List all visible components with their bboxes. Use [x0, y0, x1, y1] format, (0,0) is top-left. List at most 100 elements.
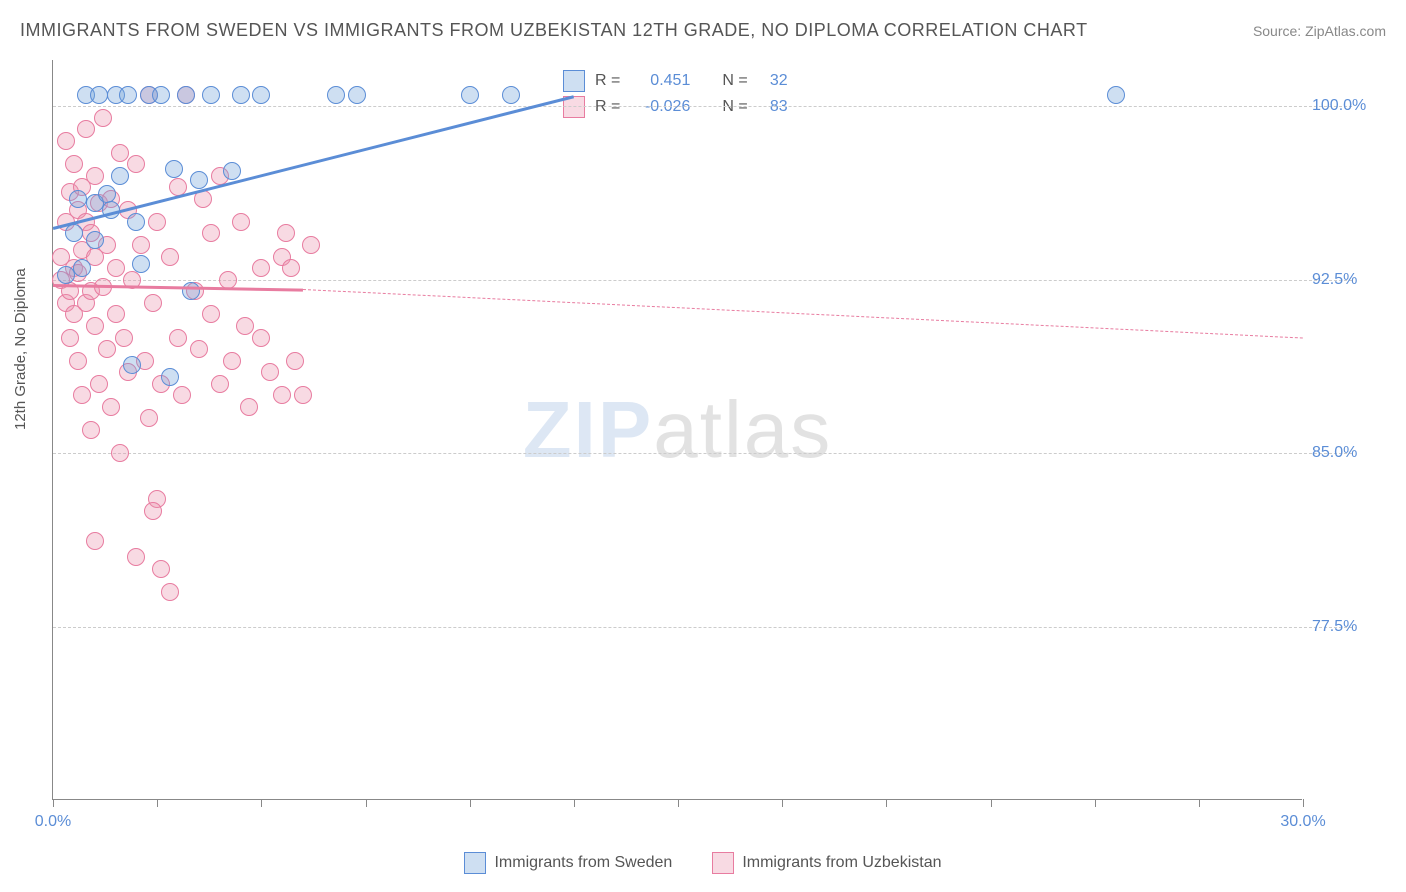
- scatter-point-sweden: [132, 255, 150, 273]
- legend-label-sweden: Immigrants from Sweden: [494, 854, 672, 872]
- scatter-point-uzbekistan: [94, 109, 112, 127]
- scatter-point-uzbekistan: [294, 386, 312, 404]
- scatter-point-uzbekistan: [132, 236, 150, 254]
- xtick: [1095, 799, 1096, 807]
- gridline-h: [53, 106, 1352, 107]
- y-axis-label: 12th Grade, No Diploma: [12, 268, 29, 430]
- scatter-point-sweden: [86, 231, 104, 249]
- scatter-point-uzbekistan: [86, 532, 104, 550]
- scatter-point-uzbekistan: [161, 248, 179, 266]
- scatter-point-sweden: [190, 171, 208, 189]
- scatter-point-sweden: [1107, 86, 1125, 104]
- scatter-point-sweden: [111, 167, 129, 185]
- scatter-point-uzbekistan: [144, 502, 162, 520]
- scatter-point-sweden: [98, 185, 116, 203]
- xtick: [261, 799, 262, 807]
- scatter-point-uzbekistan: [240, 398, 258, 416]
- scatter-point-uzbekistan: [90, 375, 108, 393]
- scatter-point-sweden: [252, 86, 270, 104]
- scatter-point-uzbekistan: [86, 167, 104, 185]
- xtick: [470, 799, 471, 807]
- scatter-point-uzbekistan: [202, 224, 220, 242]
- legend-row-sweden: R = 0.451 N = 32: [563, 68, 788, 94]
- scatter-point-uzbekistan: [236, 317, 254, 335]
- scatter-point-sweden: [152, 86, 170, 104]
- scatter-point-uzbekistan: [161, 583, 179, 601]
- legend-swatch-sweden: [563, 70, 585, 92]
- scatter-point-sweden: [327, 86, 345, 104]
- scatter-point-uzbekistan: [65, 155, 83, 173]
- scatter-point-uzbekistan: [102, 398, 120, 416]
- source-label: Source: ZipAtlas.com: [1253, 23, 1386, 39]
- watermark-zip: ZIP: [523, 385, 653, 474]
- scatter-point-uzbekistan: [107, 259, 125, 277]
- ytick-label: 92.5%: [1312, 271, 1392, 289]
- xtick: [574, 799, 575, 807]
- chart-plot-area: ZIPatlas R = 0.451 N = 32 R = -0.026 N =…: [52, 60, 1302, 800]
- scatter-point-sweden: [223, 162, 241, 180]
- scatter-point-uzbekistan: [111, 144, 129, 162]
- gridline-h: [53, 280, 1352, 281]
- scatter-point-sweden: [161, 368, 179, 386]
- xtick: [782, 799, 783, 807]
- scatter-point-uzbekistan: [223, 352, 241, 370]
- scatter-point-sweden: [57, 266, 75, 284]
- scatter-point-sweden: [127, 213, 145, 231]
- xtick-label: 0.0%: [35, 813, 71, 831]
- n-value-sweden: 32: [758, 72, 788, 90]
- trendline-uzbekistan-dash: [303, 289, 1303, 339]
- r-value-sweden: 0.451: [630, 72, 690, 90]
- title-bar: IMMIGRANTS FROM SWEDEN VS IMMIGRANTS FRO…: [20, 20, 1386, 41]
- scatter-point-sweden: [348, 86, 366, 104]
- scatter-point-sweden: [202, 86, 220, 104]
- scatter-point-uzbekistan: [261, 363, 279, 381]
- chart-title: IMMIGRANTS FROM SWEDEN VS IMMIGRANTS FRO…: [20, 20, 1088, 41]
- scatter-point-uzbekistan: [277, 224, 295, 242]
- r-label: R =: [595, 72, 620, 90]
- legend-swatch-sweden-bottom: [464, 852, 486, 874]
- scatter-point-uzbekistan: [282, 259, 300, 277]
- scatter-point-uzbekistan: [252, 329, 270, 347]
- xtick: [53, 799, 54, 807]
- scatter-point-uzbekistan: [286, 352, 304, 370]
- scatter-point-sweden: [177, 86, 195, 104]
- scatter-point-uzbekistan: [152, 560, 170, 578]
- scatter-point-uzbekistan: [98, 340, 116, 358]
- scatter-point-uzbekistan: [86, 317, 104, 335]
- xtick-label: 30.0%: [1280, 813, 1325, 831]
- scatter-point-sweden: [502, 86, 520, 104]
- gridline-h: [53, 627, 1352, 628]
- scatter-point-sweden: [182, 282, 200, 300]
- scatter-point-uzbekistan: [219, 271, 237, 289]
- scatter-point-uzbekistan: [232, 213, 250, 231]
- scatter-point-sweden: [461, 86, 479, 104]
- watermark-atlas: atlas: [653, 385, 832, 474]
- xtick: [991, 799, 992, 807]
- legend-swatch-uzbekistan-bottom: [712, 852, 734, 874]
- scatter-point-uzbekistan: [69, 352, 87, 370]
- legend-label-uzbekistan: Immigrants from Uzbekistan: [742, 854, 941, 872]
- scatter-point-uzbekistan: [111, 444, 129, 462]
- n-label: N =: [722, 72, 747, 90]
- scatter-point-uzbekistan: [144, 294, 162, 312]
- xtick: [366, 799, 367, 807]
- correlation-legend: R = 0.451 N = 32 R = -0.026 N = 83: [553, 64, 798, 124]
- scatter-point-uzbekistan: [73, 386, 91, 404]
- scatter-point-uzbekistan: [127, 548, 145, 566]
- scatter-point-sweden: [232, 86, 250, 104]
- scatter-point-uzbekistan: [57, 132, 75, 150]
- scatter-point-uzbekistan: [190, 340, 208, 358]
- xtick: [157, 799, 158, 807]
- scatter-point-uzbekistan: [140, 409, 158, 427]
- scatter-point-uzbekistan: [77, 120, 95, 138]
- ytick-label: 100.0%: [1312, 97, 1392, 115]
- scatter-point-uzbekistan: [211, 375, 229, 393]
- scatter-point-uzbekistan: [61, 329, 79, 347]
- legend-item-uzbekistan: Immigrants from Uzbekistan: [712, 852, 941, 874]
- scatter-point-sweden: [119, 86, 137, 104]
- scatter-point-uzbekistan: [273, 386, 291, 404]
- scatter-point-uzbekistan: [148, 213, 166, 231]
- ytick-label: 77.5%: [1312, 618, 1392, 636]
- scatter-point-uzbekistan: [173, 386, 191, 404]
- scatter-point-sweden: [165, 160, 183, 178]
